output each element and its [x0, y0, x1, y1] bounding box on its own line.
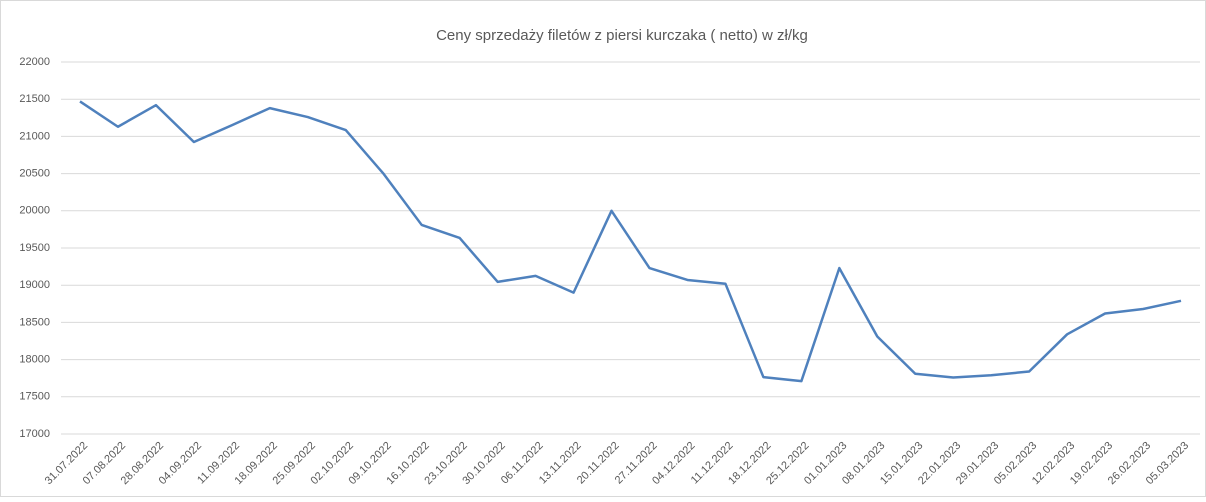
y-tick-label: 19000: [19, 279, 50, 291]
y-tick-label: 18500: [19, 316, 50, 328]
chart-title: Ceny sprzedaży filetów z piersi kurczaka…: [436, 27, 808, 44]
y-tick-label: 21500: [19, 93, 50, 105]
series-line: [79, 100, 1182, 383]
y-tick-label: 21000: [19, 130, 50, 142]
y-tick-label: 17000: [19, 428, 50, 440]
y-tick-label: 20000: [19, 205, 50, 217]
y-tick-label: 18000: [19, 354, 50, 366]
y-tick-label: 17500: [19, 391, 50, 403]
y-tick-label: 19500: [19, 242, 50, 254]
y-tick-label: 20500: [19, 168, 50, 180]
y-tick-label: 22000: [19, 56, 50, 68]
